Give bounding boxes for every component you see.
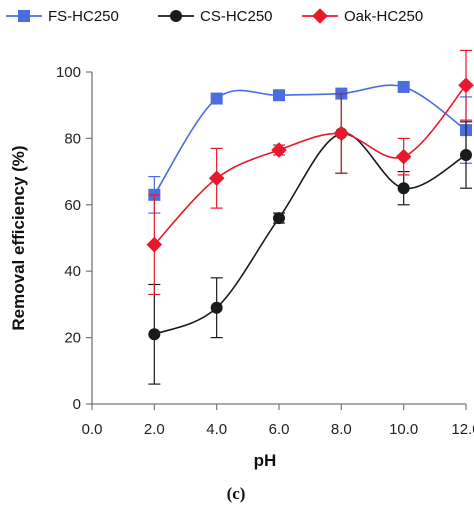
y-tick-label: 80 [64, 130, 81, 147]
legend-item: CS-HC250 [158, 8, 273, 25]
y-tick-label: 20 [64, 330, 81, 347]
x-tick-label: 10.0 [389, 421, 418, 438]
axes [91, 72, 466, 405]
series-line [153, 84, 467, 196]
y-tick-label: 100 [56, 64, 81, 81]
series-CS-HC250 [148, 92, 472, 385]
data-point [397, 80, 410, 93]
data-point [460, 149, 472, 161]
series-layer [146, 49, 474, 385]
series-line [154, 132, 467, 336]
data-point [146, 236, 163, 253]
x-tick-label: 8.0 [331, 421, 352, 438]
data-point [458, 77, 474, 94]
legend: FS-HC250 CS-HC250 Oak-HC250 [6, 8, 423, 25]
data-point [397, 182, 410, 195]
series-line [153, 84, 467, 246]
data-point [395, 148, 412, 165]
legend-marker [18, 10, 30, 22]
data-point [271, 142, 287, 158]
series-Oak-HC250 [146, 49, 474, 296]
legend-item: FS-HC250 [6, 8, 119, 25]
data-point [210, 301, 223, 314]
legend-marker [312, 8, 328, 24]
y-tick-label: 40 [64, 263, 81, 280]
y-tick-label: 60 [64, 197, 81, 214]
x-tick-label: 6.0 [269, 421, 290, 438]
legend-marker [170, 10, 182, 22]
x-axis-title: pH [254, 451, 277, 470]
x-tick-label: 2.0 [144, 421, 165, 438]
figure-caption: (c) [227, 484, 246, 503]
legend-label: Oak-HC250 [344, 8, 423, 25]
data-point [208, 170, 225, 187]
legend-label: FS-HC250 [48, 8, 119, 25]
x-tick-label: 4.0 [206, 421, 227, 438]
ticks: 0 20 40 60 80 100 0.0 2.0 4.0 6.0 8.0 10.0 12.0 [56, 64, 474, 438]
x-tick-label: 0.0 [82, 421, 103, 438]
y-axis-title: Removal efficiency (%) [9, 145, 28, 330]
legend-item: Oak-HC250 [302, 8, 423, 25]
series-FS-HC250 [148, 80, 472, 214]
data-point [333, 125, 350, 142]
legend-label: CS-HC250 [200, 8, 273, 25]
data-point [210, 92, 223, 105]
y-tick-label: 0 [73, 396, 81, 413]
data-point [273, 212, 285, 225]
data-point [273, 89, 285, 102]
x-tick-label: 12.0 [451, 421, 474, 438]
data-point [148, 328, 161, 341]
